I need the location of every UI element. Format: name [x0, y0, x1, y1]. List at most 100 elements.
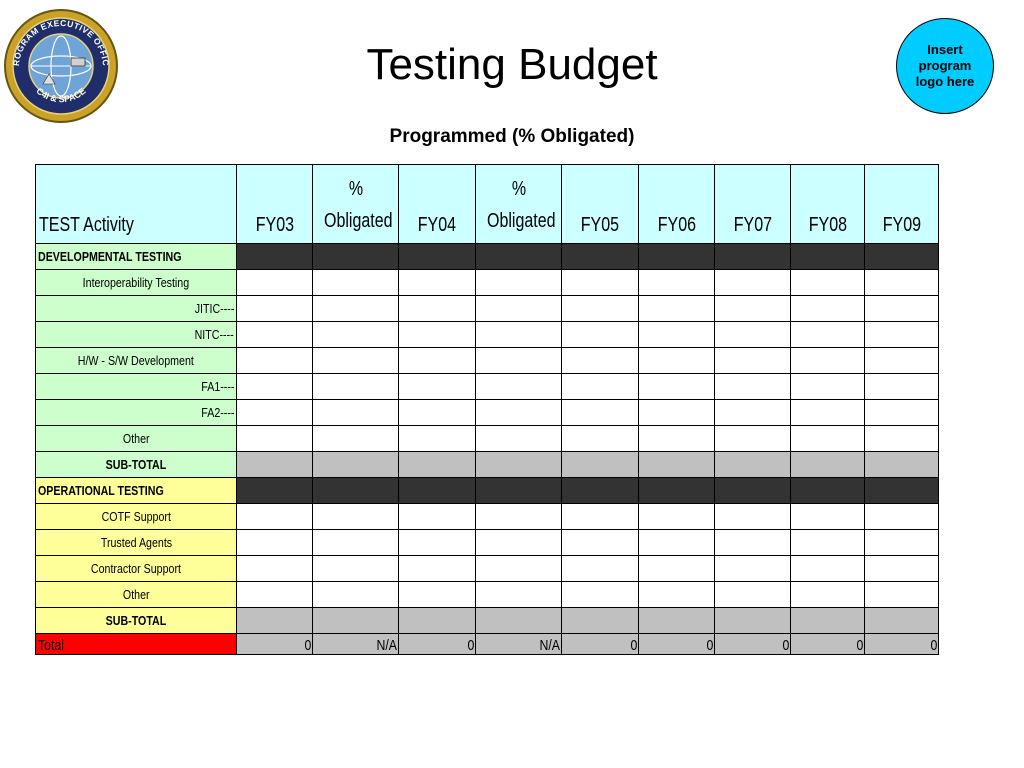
budget-cell[interactable]: [475, 269, 562, 296]
budget-cell[interactable]: [398, 399, 476, 426]
budget-cell[interactable]: [561, 269, 639, 296]
budget-cell[interactable]: [236, 295, 313, 322]
budget-cell[interactable]: [638, 295, 715, 322]
budget-cell[interactable]: [790, 581, 865, 608]
budget-cell[interactable]: [398, 581, 476, 608]
budget-cell[interactable]: [864, 295, 939, 322]
budget-cell[interactable]: [864, 451, 939, 478]
budget-cell[interactable]: [312, 321, 399, 348]
budget-cell[interactable]: [638, 347, 715, 374]
budget-cell[interactable]: [398, 607, 476, 634]
budget-cell[interactable]: [312, 373, 399, 400]
budget-cell[interactable]: [475, 503, 562, 530]
budget-cell[interactable]: [312, 477, 399, 504]
budget-cell[interactable]: [475, 555, 562, 582]
budget-cell[interactable]: [561, 425, 639, 452]
budget-cell[interactable]: [561, 477, 639, 504]
budget-cell[interactable]: [236, 373, 313, 400]
budget-cell[interactable]: [790, 477, 865, 504]
budget-cell[interactable]: [790, 347, 865, 374]
budget-cell[interactable]: [561, 399, 639, 426]
budget-cell[interactable]: [236, 581, 313, 608]
budget-cell[interactable]: [790, 269, 865, 296]
budget-cell[interactable]: [398, 321, 476, 348]
budget-cell[interactable]: [561, 295, 639, 322]
budget-cell[interactable]: [312, 607, 399, 634]
budget-cell[interactable]: [790, 451, 865, 478]
budget-cell[interactable]: [236, 555, 313, 582]
budget-cell[interactable]: [638, 477, 715, 504]
budget-cell[interactable]: [714, 321, 791, 348]
budget-cell[interactable]: [312, 581, 399, 608]
budget-cell[interactable]: [864, 347, 939, 374]
budget-cell[interactable]: [638, 607, 715, 634]
budget-cell[interactable]: [638, 269, 715, 296]
budget-cell[interactable]: [790, 373, 865, 400]
budget-cell[interactable]: [561, 321, 639, 348]
budget-cell[interactable]: [714, 581, 791, 608]
budget-cell[interactable]: [714, 373, 791, 400]
budget-cell[interactable]: [790, 555, 865, 582]
budget-cell[interactable]: [790, 425, 865, 452]
budget-cell[interactable]: [475, 321, 562, 348]
budget-cell[interactable]: [714, 451, 791, 478]
budget-cell[interactable]: [475, 581, 562, 608]
budget-cell[interactable]: [312, 503, 399, 530]
budget-cell[interactable]: [638, 373, 715, 400]
budget-cell[interactable]: [236, 477, 313, 504]
budget-cell[interactable]: [236, 243, 313, 270]
budget-cell[interactable]: [236, 321, 313, 348]
budget-cell[interactable]: [312, 555, 399, 582]
budget-cell[interactable]: [714, 607, 791, 634]
budget-cell[interactable]: [561, 451, 639, 478]
budget-cell[interactable]: [561, 243, 639, 270]
budget-cell[interactable]: [714, 503, 791, 530]
budget-cell[interactable]: [714, 529, 791, 556]
budget-cell[interactable]: [790, 243, 865, 270]
budget-cell[interactable]: [714, 425, 791, 452]
budget-cell[interactable]: [561, 607, 639, 634]
budget-cell[interactable]: [864, 503, 939, 530]
budget-cell[interactable]: [475, 399, 562, 426]
budget-cell[interactable]: [475, 373, 562, 400]
budget-cell[interactable]: [312, 451, 399, 478]
budget-cell[interactable]: [638, 243, 715, 270]
budget-cell[interactable]: [864, 477, 939, 504]
budget-cell[interactable]: [561, 581, 639, 608]
budget-cell[interactable]: [638, 321, 715, 348]
budget-cell[interactable]: [714, 347, 791, 374]
budget-cell[interactable]: [561, 529, 639, 556]
budget-cell[interactable]: [864, 243, 939, 270]
budget-cell[interactable]: [236, 607, 313, 634]
budget-cell[interactable]: [561, 347, 639, 374]
budget-cell[interactable]: [790, 295, 865, 322]
budget-cell[interactable]: [312, 347, 399, 374]
budget-cell[interactable]: [790, 503, 865, 530]
budget-cell[interactable]: [638, 503, 715, 530]
budget-cell[interactable]: [790, 607, 865, 634]
budget-cell[interactable]: [714, 269, 791, 296]
budget-cell[interactable]: [312, 269, 399, 296]
budget-cell[interactable]: [312, 399, 399, 426]
budget-cell[interactable]: [561, 373, 639, 400]
budget-cell[interactable]: [312, 243, 399, 270]
budget-cell[interactable]: [236, 425, 313, 452]
budget-cell[interactable]: [638, 399, 715, 426]
budget-cell[interactable]: [398, 295, 476, 322]
budget-cell[interactable]: [475, 425, 562, 452]
budget-cell[interactable]: [475, 295, 562, 322]
budget-cell[interactable]: [475, 451, 562, 478]
budget-cell[interactable]: [475, 529, 562, 556]
budget-cell[interactable]: [714, 399, 791, 426]
budget-cell[interactable]: [236, 399, 313, 426]
budget-cell[interactable]: [398, 347, 476, 374]
budget-cell[interactable]: [398, 269, 476, 296]
budget-cell[interactable]: [790, 399, 865, 426]
budget-cell[interactable]: [864, 555, 939, 582]
budget-cell[interactable]: [864, 607, 939, 634]
budget-cell[interactable]: [714, 243, 791, 270]
budget-cell[interactable]: [864, 399, 939, 426]
budget-cell[interactable]: [714, 477, 791, 504]
budget-cell[interactable]: [864, 425, 939, 452]
budget-cell[interactable]: [398, 529, 476, 556]
